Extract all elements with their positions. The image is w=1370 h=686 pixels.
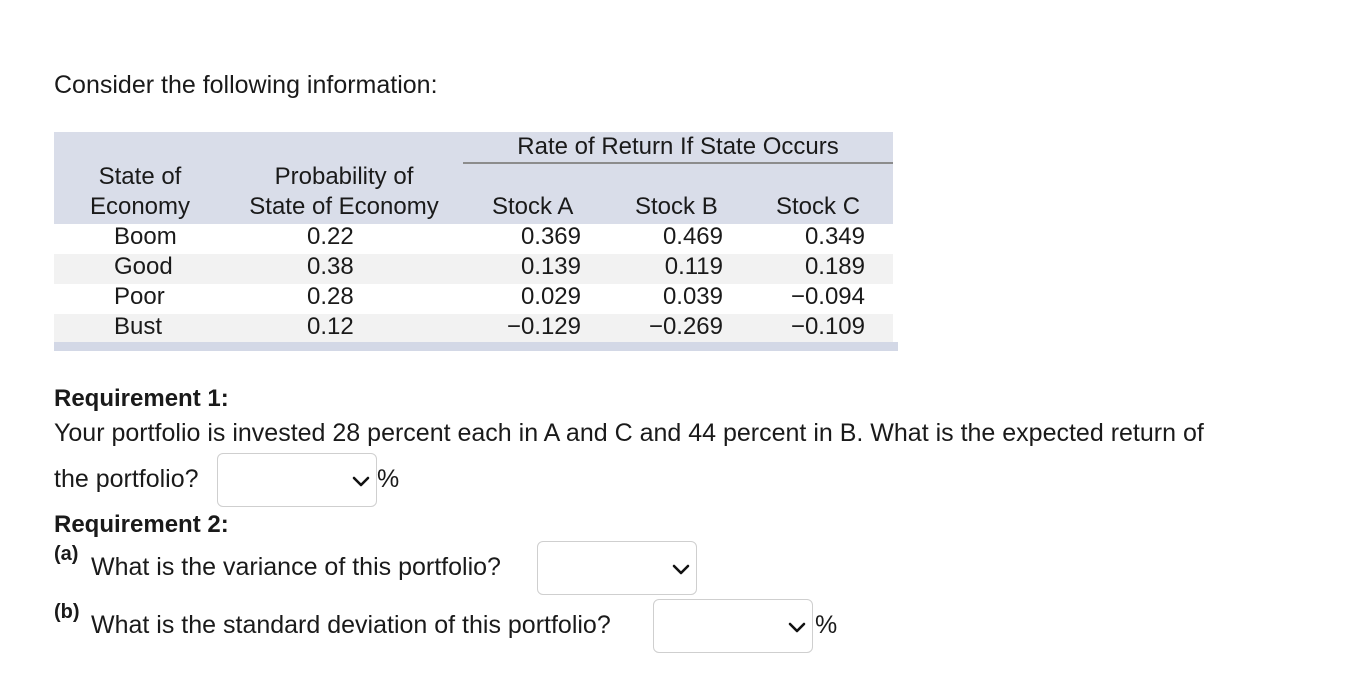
cell-stock-a: 0.369 xyxy=(520,223,581,250)
variance-question: What is the variance of this portfolio? xyxy=(91,553,501,581)
cell-prob: 0.22 xyxy=(307,223,354,250)
requirement-2-heading: Requirement 2: xyxy=(54,511,229,538)
col-header-state-line2: Economy xyxy=(89,193,191,220)
cell-prob: 0.28 xyxy=(307,283,354,310)
expected-return-select[interactable] xyxy=(217,453,377,507)
cell-stock-b: 0.119 xyxy=(664,253,723,280)
cell-stock-b: 0.469 xyxy=(662,223,723,250)
chevron-down-icon xyxy=(352,476,370,487)
cell-stock-c: −0.109 xyxy=(790,313,865,340)
table-row xyxy=(54,314,893,344)
chevron-down-icon xyxy=(672,564,690,575)
part-b-label: (b) xyxy=(54,601,80,623)
col-header-stock-b: Stock B xyxy=(635,193,718,220)
table-bottom-bar xyxy=(54,342,898,351)
col-header-stock-a: Stock A xyxy=(492,193,574,220)
std-dev-select[interactable] xyxy=(653,599,813,653)
cell-stock-b: −0.269 xyxy=(648,313,723,340)
cell-stock-a: 0.139 xyxy=(520,253,581,280)
table-header-band xyxy=(54,132,893,224)
col-header-probability: Probability of State of Economy xyxy=(234,162,454,222)
col-header-prob-line1: Probability of xyxy=(274,163,414,190)
group-header: Rate of Return If State Occurs xyxy=(517,133,839,160)
requirement-1-text-cont: the portfolio? xyxy=(54,465,199,493)
part-a-label: (a) xyxy=(54,543,79,565)
chevron-down-icon xyxy=(788,622,806,633)
percent-unit: % xyxy=(377,465,400,493)
cell-prob: 0.12 xyxy=(307,313,354,340)
col-header-prob-line2: State of Economy xyxy=(249,193,439,220)
table-row xyxy=(54,254,893,284)
requirement-1-heading: Requirement 1: xyxy=(54,385,229,412)
std-dev-question: What is the standard deviation of this p… xyxy=(91,611,611,639)
cell-stock-c: −0.094 xyxy=(790,283,865,310)
intro-text: Consider the following information: xyxy=(54,71,438,99)
returns-table: Rate of Return If State Occurs State of … xyxy=(54,132,898,352)
group-header-rule xyxy=(463,162,893,164)
cell-stock-a: 0.029 xyxy=(520,283,581,310)
table-row xyxy=(54,224,893,254)
col-header-state-line1: State of xyxy=(98,163,182,190)
cell-prob: 0.38 xyxy=(307,253,354,280)
cell-state: Boom xyxy=(114,223,177,250)
col-header-stock-c: Stock C xyxy=(776,193,861,220)
cell-state: Good xyxy=(114,253,173,280)
col-header-state: State of Economy xyxy=(69,162,211,222)
cell-stock-c: 0.349 xyxy=(804,223,865,250)
cell-state: Poor xyxy=(114,283,165,310)
percent-unit: % xyxy=(815,611,838,639)
table-row xyxy=(54,284,893,314)
variance-select[interactable] xyxy=(537,541,697,595)
cell-state: Bust xyxy=(114,313,163,340)
requirement-1-text: Your portfolio is invested 28 percent ea… xyxy=(54,419,1204,447)
cell-stock-c: 0.189 xyxy=(804,253,865,280)
cell-stock-a: −0.129 xyxy=(506,313,581,340)
cell-stock-b: 0.039 xyxy=(662,283,723,310)
